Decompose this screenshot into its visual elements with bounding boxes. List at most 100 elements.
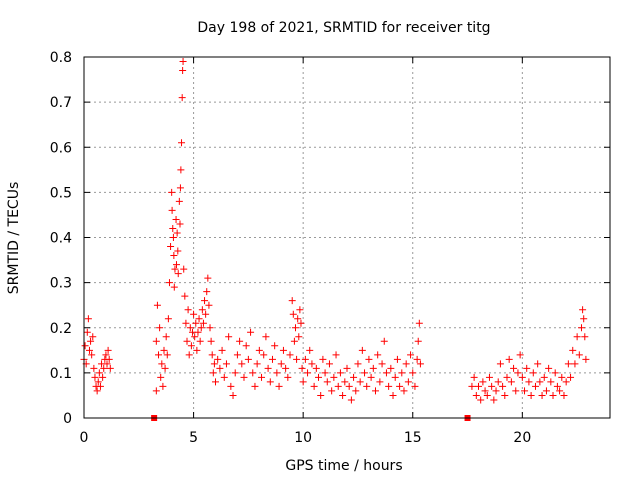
data-point	[260, 351, 268, 359]
data-point	[298, 364, 306, 372]
points-layer	[80, 58, 590, 421]
data-point	[284, 373, 292, 381]
data-point	[218, 346, 226, 354]
data-point	[339, 391, 347, 399]
data-point	[216, 364, 224, 372]
data-point	[319, 355, 327, 363]
data-point	[169, 224, 177, 232]
data-point	[512, 387, 520, 395]
data-point	[518, 373, 526, 381]
y-tick-label: 0.4	[50, 231, 72, 247]
data-point	[161, 364, 169, 372]
data-point	[404, 378, 412, 386]
data-point	[208, 351, 216, 359]
data-point	[553, 382, 561, 390]
data-point	[291, 324, 299, 332]
data-point	[323, 378, 331, 386]
data-point	[201, 297, 209, 305]
data-point	[521, 387, 529, 395]
data-point	[378, 360, 386, 368]
data-point	[170, 283, 178, 291]
data-point	[240, 373, 248, 381]
data-point	[363, 382, 371, 390]
data-point	[183, 337, 191, 345]
chart-title: Day 198 of 2021, SRMTID for receiver tit…	[197, 20, 490, 36]
data-point	[573, 333, 581, 341]
y-axis: 0 0.1 0.2 0.3 0.4 0.5 0.6 0.7 0.8	[50, 50, 610, 427]
data-point	[159, 382, 167, 390]
data-point	[233, 351, 241, 359]
data-point	[153, 301, 161, 309]
data-point	[192, 319, 200, 327]
data-point	[157, 373, 165, 381]
data-point	[94, 378, 102, 386]
data-point	[182, 319, 190, 327]
data-point	[494, 378, 502, 386]
data-point	[196, 337, 204, 345]
data-point	[542, 387, 550, 395]
data-point	[225, 333, 233, 341]
data-point	[251, 382, 259, 390]
data-point	[277, 360, 285, 368]
data-point	[523, 364, 531, 372]
data-point	[155, 351, 163, 359]
data-point	[468, 382, 476, 390]
data-point	[317, 391, 325, 399]
data-point	[415, 319, 423, 327]
data-point	[204, 274, 212, 282]
data-point	[328, 387, 336, 395]
data-point	[571, 360, 579, 368]
data-point	[581, 333, 589, 341]
data-point	[266, 378, 274, 386]
data-point	[104, 346, 112, 354]
data-point	[499, 382, 507, 390]
data-point	[179, 58, 187, 66]
data-point	[190, 310, 198, 318]
data-point	[214, 355, 222, 363]
data-point	[365, 355, 373, 363]
data-point	[173, 229, 181, 237]
data-point	[288, 297, 296, 305]
data-point	[358, 346, 366, 354]
data-point	[164, 315, 172, 323]
data-point	[158, 360, 166, 368]
data-point	[160, 346, 168, 354]
data-point	[220, 373, 228, 381]
data-point	[556, 387, 564, 395]
data-point	[347, 396, 355, 404]
data-point	[531, 382, 539, 390]
data-point	[387, 364, 395, 372]
data-point	[96, 382, 104, 390]
data-point	[184, 306, 192, 314]
data-point	[547, 378, 555, 386]
data-point	[227, 382, 235, 390]
data-point	[350, 373, 358, 381]
data-point	[501, 391, 509, 399]
data-point	[165, 279, 173, 287]
data-point	[507, 378, 515, 386]
data-point	[334, 382, 342, 390]
data-point	[210, 360, 218, 368]
data-point	[483, 391, 491, 399]
data-point	[336, 369, 344, 377]
data-point	[540, 373, 548, 381]
data-point	[369, 364, 377, 372]
data-point	[106, 364, 114, 372]
data-point	[304, 369, 312, 377]
data-point	[100, 364, 108, 372]
data-point	[172, 215, 180, 223]
data-point	[197, 324, 205, 332]
data-point	[85, 346, 93, 354]
data-point	[207, 337, 215, 345]
data-point	[168, 206, 176, 214]
data-point	[152, 387, 160, 395]
data-point	[560, 391, 568, 399]
data-point	[558, 373, 566, 381]
data-point	[479, 378, 487, 386]
data-point	[222, 360, 230, 368]
data-point	[105, 355, 113, 363]
y-tick-label: 0.3	[50, 276, 72, 292]
y-tick-label: 0.8	[50, 50, 72, 66]
data-point	[83, 328, 91, 336]
data-point	[503, 373, 511, 381]
